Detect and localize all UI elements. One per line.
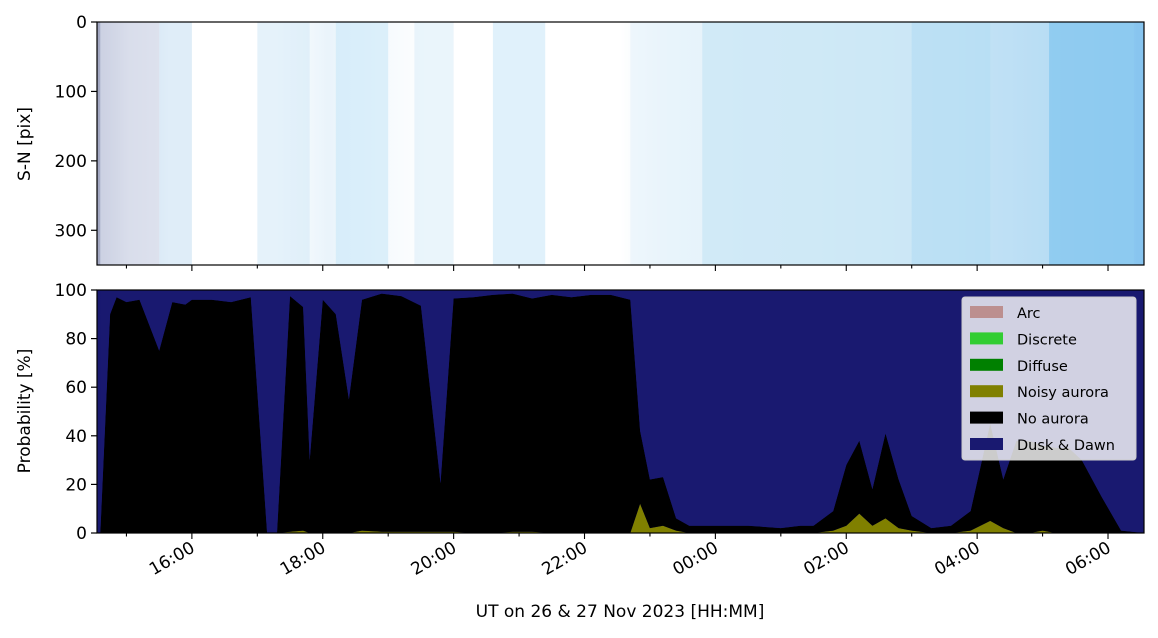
probability-y-tick-label: 100: [55, 281, 87, 301]
keogram-band: [1049, 22, 1135, 265]
keogram-band: [702, 22, 912, 265]
probability-x-tick-label: 02:00: [800, 538, 852, 580]
probability-areas: [100, 290, 1144, 533]
legend-swatch: [970, 411, 1003, 424]
legend-label: Discrete: [1017, 332, 1077, 348]
legend-label: Dusk & Dawn: [1017, 438, 1115, 454]
keogram-y-tick-label: 200: [55, 152, 87, 172]
legend-label: No aurora: [1017, 412, 1089, 428]
keogram-band: [911, 22, 991, 265]
keogram-bands: [100, 22, 1135, 265]
keogram-ylabel: S-N [pix]: [15, 107, 35, 181]
probability-x-tick-label: 18:00: [277, 538, 329, 580]
keogram-band: [100, 22, 160, 265]
legend-swatch: [970, 332, 1003, 345]
legend-swatch: [970, 358, 1003, 371]
keogram-band: [630, 22, 703, 265]
probability-y-tick-label: 80: [65, 330, 87, 350]
keogram-y-tick-label: 100: [55, 82, 87, 102]
legend-label: Arc: [1017, 306, 1041, 322]
keogram-band: [159, 22, 192, 265]
legend-swatch: [970, 385, 1003, 398]
probability-x-tick-label: 20:00: [408, 538, 460, 580]
probability-frame: [96, 289, 1145, 534]
legend-label: Noisy aurora: [1017, 385, 1109, 401]
area-noisy-aurora: [100, 503, 1144, 533]
probability-x-tick-label: 06:00: [1062, 538, 1114, 580]
probability-x-tick-label: 22:00: [539, 538, 591, 580]
probability-panel: 0 20 40 60 80 100 16:00 18:00 20:00 22:00 00:00 02…: [15, 281, 1145, 622]
keogram-frame: [96, 21, 1145, 266]
keogram-y-tick-label: 300: [55, 221, 87, 241]
probability-x-tick-label: 04:00: [931, 538, 983, 580]
probability-y-ticks: 0 20 40 60 80 100: [55, 281, 97, 544]
probability-x-ticks: 16:00 18:00 20:00 22:00 00:00 02:00 04:00 06:00: [125, 533, 1115, 580]
keogram-y-ticks: 0 100 200 300: [55, 13, 97, 241]
legend: Arc Discrete Diffuse Noisy aurora No aurora D…: [961, 296, 1137, 461]
keogram-y-tick-label: 0: [76, 13, 87, 33]
probability-y-tick-label: 60: [65, 378, 87, 398]
keogram-band: [414, 22, 454, 265]
keogram-band: [990, 22, 1050, 265]
legend-swatch: [970, 306, 1003, 318]
probability-xlabel: UT on 26 & 27 Nov 2023 [HH:MM]: [476, 602, 765, 622]
probability-x-tick-label: 16:00: [146, 538, 198, 580]
keogram-band: [257, 22, 310, 265]
legend-box: [961, 296, 1137, 461]
area-no-aurora: [100, 293, 1144, 533]
area-dusk-dawn: [100, 290, 1144, 533]
probability-y-tick-label: 0: [76, 524, 87, 544]
probability-y-tick-label: 20: [65, 475, 87, 495]
legend-items: Arc Discrete Diffuse Noisy aurora No aurora D…: [970, 306, 1115, 454]
keogram-band: [335, 22, 389, 265]
probability-y-tick-label: 40: [65, 427, 87, 447]
probability-x-tick-label: 00:00: [669, 538, 721, 580]
keogram-band: [492, 22, 546, 265]
legend-label: Diffuse: [1017, 359, 1068, 375]
keogram-x-ticks: [125, 265, 1109, 271]
keogram-panel: 0 100 200 300 S-N [pix]: [15, 13, 1145, 271]
legend-swatch: [970, 438, 1003, 450]
probability-ylabel: Probability [%]: [15, 349, 35, 474]
